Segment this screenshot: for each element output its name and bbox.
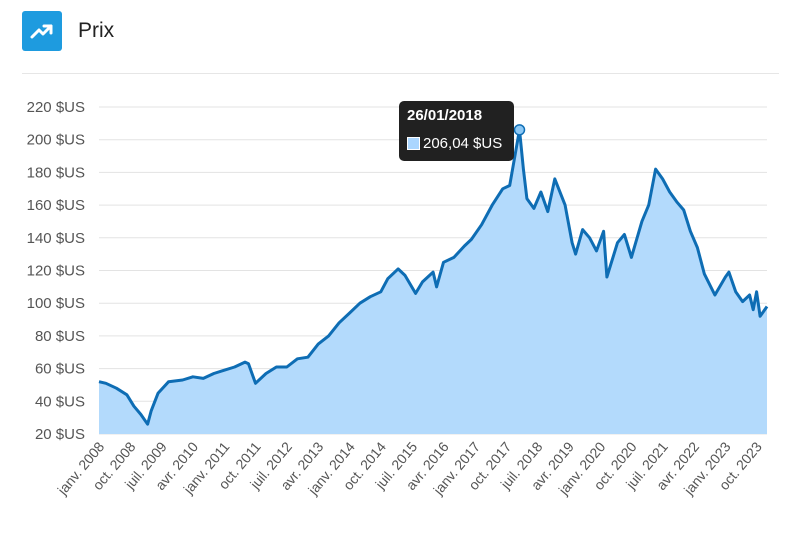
tooltip-row: 206,04 $US — [407, 135, 502, 152]
y-tick-label: 80 $US — [35, 328, 85, 345]
y-axis-ticks: 20 $US 40 $US 60 $US 80 $US 100 $US 120 $US 14… — [27, 99, 85, 443]
y-tick-label: 20 $US — [35, 426, 85, 443]
page-title: Prix — [78, 19, 115, 42]
y-tick-label: 200 $US — [27, 132, 85, 149]
y-tick-label: 140 $US — [27, 230, 85, 247]
trending-up-icon — [22, 11, 62, 51]
y-tick-label: 120 $US — [27, 263, 85, 280]
tooltip: 26/01/2018 206,04 $US — [399, 101, 514, 161]
y-tick-label: 60 $US — [35, 361, 85, 378]
highlight-marker[interactable] — [513, 124, 526, 136]
y-tick-label: 160 $US — [27, 197, 85, 214]
header-divider — [22, 73, 779, 74]
y-tick-label: 100 $US — [27, 295, 85, 312]
y-tick-label: 220 $US — [27, 99, 85, 116]
tooltip-swatch — [407, 137, 420, 150]
y-tick-label: 180 $US — [27, 164, 85, 181]
price-line — [98, 128, 769, 426]
y-tick-label: 40 $US — [35, 393, 85, 410]
tooltip-date: 26/01/2018 — [407, 107, 483, 124]
price-area — [99, 129, 767, 435]
tooltip-value: 206,04 $US — [423, 135, 503, 152]
header: Prix — [22, 11, 114, 51]
